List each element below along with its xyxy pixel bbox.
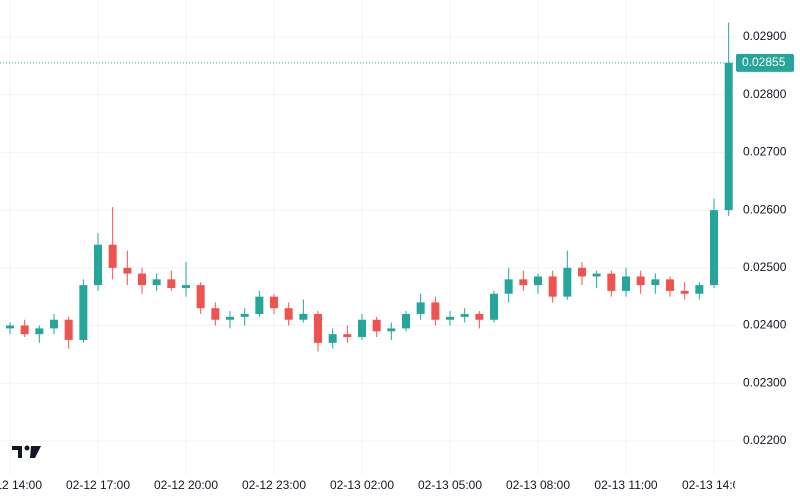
x-tick-label: 02-12 20:00 — [154, 478, 218, 492]
candle-body — [504, 279, 513, 294]
last-price-box — [736, 53, 794, 72]
x-tick-label: 02-13 05:00 — [418, 478, 482, 492]
candle-body — [64, 319, 73, 340]
candle-body — [710, 210, 718, 286]
candle-body — [284, 308, 293, 320]
candle-body — [680, 290, 689, 294]
candle-body — [20, 325, 29, 335]
candle-body — [578, 267, 586, 277]
candle-body — [182, 285, 190, 289]
candle-body — [6, 325, 14, 329]
candle-body — [666, 279, 674, 291]
candle-body — [35, 328, 44, 335]
candle-body — [387, 328, 396, 332]
candle-body — [123, 267, 132, 274]
candle-body — [724, 62, 733, 211]
candle-body — [270, 296, 278, 309]
price-axis: 0.02200 0.02300 0.02400 0.02500 0.02600 0.027… — [736, 29, 794, 447]
candle-body — [563, 267, 572, 297]
x-tick-label: 02-13 11:00 — [594, 478, 657, 492]
y-tick-label: 0.02200 — [743, 433, 787, 447]
candle-body — [50, 319, 58, 329]
candle-body — [211, 308, 220, 320]
candle-body — [460, 313, 469, 317]
x-tick-label: 02-13 08:00 — [506, 478, 570, 492]
x-tick-label: 02-12 14:00 — [0, 478, 42, 492]
plot: 02-12 14:00 02-12 17:00 02-12 20:00 02-12 2… — [0, 22, 746, 492]
y-tick-label: 0.02800 — [743, 87, 787, 101]
candle-body — [475, 313, 484, 320]
candle-body — [94, 244, 102, 286]
candle-body — [651, 279, 660, 286]
candle-body — [226, 316, 234, 320]
candle-body — [255, 296, 264, 314]
candle-body — [446, 316, 454, 320]
last-price-label: 0.02855 — [742, 55, 786, 69]
candle-body — [607, 273, 616, 291]
candle-body — [636, 276, 645, 286]
candle-body — [416, 302, 425, 314]
y-tick-label: 0.02900 — [743, 29, 787, 43]
y-tick-label: 0.02300 — [743, 375, 787, 389]
candle-body — [314, 313, 322, 343]
candle-body — [328, 334, 337, 343]
candle-body — [79, 285, 88, 340]
candle-body — [695, 285, 704, 294]
candle-body — [240, 313, 249, 317]
logo — [12, 445, 41, 458]
candle-body — [490, 293, 498, 320]
candle-body — [519, 279, 528, 286]
candle-body — [108, 244, 117, 268]
candle-body — [372, 319, 381, 332]
candle-body — [534, 276, 542, 286]
candle-body — [358, 319, 366, 338]
x-tick-label: 02-12 17:00 — [66, 478, 130, 492]
candle-body — [622, 276, 630, 291]
candle-body — [196, 285, 205, 309]
grid — [0, 0, 735, 475]
candle-body — [299, 313, 308, 320]
candle-body — [343, 334, 352, 338]
x-tick-label: 02-13 14:00 — [682, 478, 746, 492]
candle-body — [548, 276, 557, 297]
y-tick-label: 0.02700 — [743, 145, 787, 159]
x-tick-label: 02-13 02:00 — [330, 478, 394, 492]
candle-body — [138, 273, 146, 286]
y-tick-label: 0.02600 — [743, 202, 787, 216]
candle-body — [152, 279, 161, 286]
y-tick-label: 0.02400 — [743, 318, 787, 332]
candle-body — [402, 313, 410, 329]
x-tick-label: 02-12 23:00 — [242, 478, 306, 492]
candle-body — [431, 302, 440, 320]
candle-body — [167, 279, 176, 289]
y-tick-label: 0.02500 — [743, 260, 787, 274]
candle-body — [592, 273, 601, 277]
